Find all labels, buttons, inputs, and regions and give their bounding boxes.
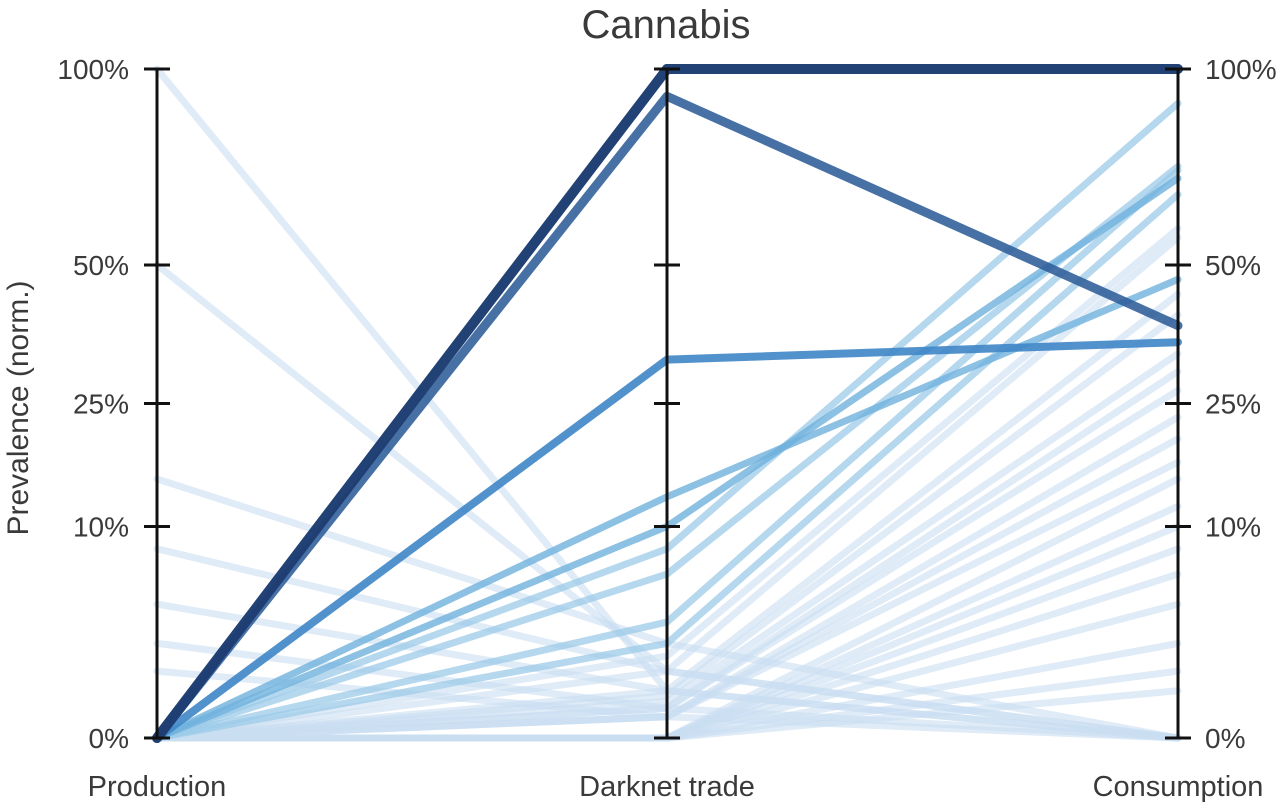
chart-title: Cannabis (581, 3, 750, 47)
left-tick-label-2: 25% (73, 389, 129, 420)
left-tick-label-3: 50% (73, 250, 129, 281)
right-tick-label-2: 25% (1205, 389, 1261, 420)
right-tick-label-4: 100% (1205, 54, 1277, 85)
left-tick-label-4: 100% (57, 54, 129, 85)
left-tick-label-1: 10% (73, 511, 129, 542)
right-tick-label-1: 10% (1205, 511, 1261, 542)
right-tick-label-3: 50% (1205, 250, 1261, 281)
axis-name-2: Consumption (1093, 771, 1264, 803)
axis-name-0: Production (88, 771, 227, 803)
axes-group: Production Darknet trade Consumption 0% 0% 10… (57, 54, 1276, 803)
axis-name-1: Darknet trade (579, 771, 755, 803)
left-tick-label-0: 0% (89, 723, 129, 754)
right-tick-label-0: 0% (1205, 723, 1245, 754)
y-axis-label: Prevalence (norm.) (2, 280, 35, 535)
